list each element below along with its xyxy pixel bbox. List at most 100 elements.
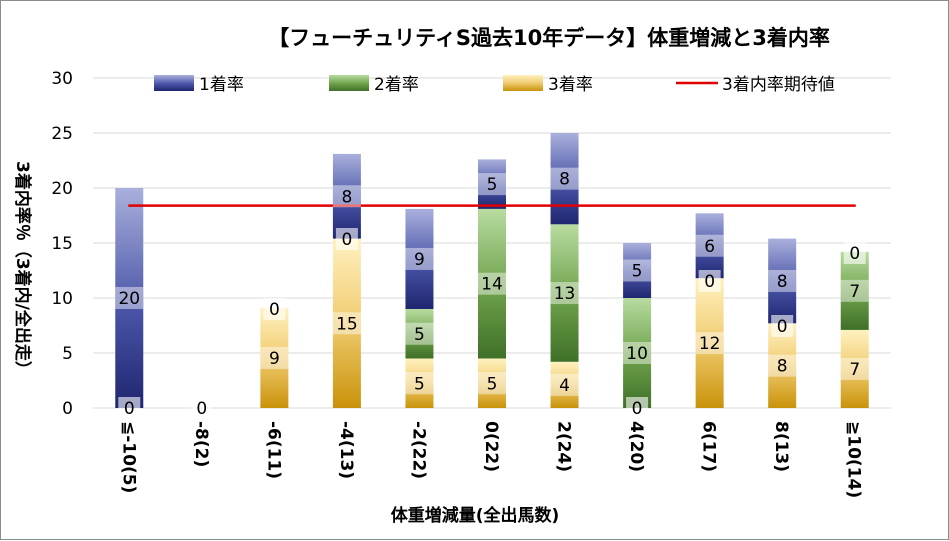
zero-label-bg-2 xyxy=(263,298,286,320)
legend-swatch-3rd xyxy=(503,75,543,91)
x-category-label-5: 0(22) xyxy=(481,421,501,472)
data-label-2-7: 5 xyxy=(632,262,643,282)
bar-2-7 xyxy=(623,243,652,298)
data-label-bg-2-9 xyxy=(768,269,797,292)
x-axis-categories: ≦-10(5) -8(2) -6(11) -4(13) -2(22) 0(22) 2(24)… xyxy=(118,421,863,498)
zero-label-6: 0 xyxy=(777,317,788,337)
data-label-bg-0-5 xyxy=(478,372,506,395)
y-axis-title: 3着内率％（3着内/全出走） xyxy=(12,161,33,378)
bar-0-2 xyxy=(260,307,289,408)
data-label-bg-0-4 xyxy=(405,372,434,395)
data-label-bg-2-7 xyxy=(623,259,652,282)
bar-2-9 xyxy=(768,238,797,324)
bar-1-10 xyxy=(840,251,869,330)
legend-label-2nd: 2着率 xyxy=(374,75,419,95)
zero-label-bg-3 xyxy=(335,228,358,250)
x-category-label-9: 8(13) xyxy=(771,421,791,472)
zero-label-4: 0 xyxy=(632,399,643,419)
data-label-1-7: 10 xyxy=(626,344,648,364)
y-tick-label-10: 10 xyxy=(51,289,73,309)
x-category-label-1: -8(2) xyxy=(191,421,211,467)
y-tick-label-0: 0 xyxy=(62,399,73,419)
data-label-0-6: 4 xyxy=(559,376,570,396)
bar-2-5 xyxy=(478,159,506,209)
data-label-0-8: 12 xyxy=(699,334,721,354)
legend-label-1st: 1着率 xyxy=(199,75,244,95)
data-label-bg-0-3 xyxy=(332,312,361,335)
bar-0-10 xyxy=(840,329,869,408)
data-label-1-5: 14 xyxy=(481,275,503,295)
x-category-label-8: 6(17) xyxy=(699,421,719,472)
data-label-2-5: 5 xyxy=(487,175,498,195)
bar-2-3 xyxy=(332,153,361,239)
bar-2-0 xyxy=(115,188,144,408)
data-label-2-0: 20 xyxy=(118,289,140,309)
data-label-bg-1-5 xyxy=(478,272,506,295)
data-label-bg-2-8 xyxy=(695,234,724,257)
data-label-bg-1-4 xyxy=(405,322,434,345)
legend-swatch-1st xyxy=(154,75,194,91)
zero-label-1: 0 xyxy=(196,399,207,419)
zero-label-3: 0 xyxy=(341,230,352,250)
data-label-bg-2-0 xyxy=(115,287,144,309)
chart-title: 【フューチュリティS過去10年データ】体重増減と3着内率 xyxy=(268,26,830,50)
bar-0-5 xyxy=(478,358,506,408)
bar-1-4 xyxy=(405,309,434,359)
zero-label-bg-6 xyxy=(771,315,794,337)
data-label-bg-0-8 xyxy=(695,332,724,355)
zero-label-bg-4 xyxy=(626,397,649,419)
bars xyxy=(115,133,869,408)
data-label-0-5: 5 xyxy=(487,374,498,394)
data-label-0-4: 5 xyxy=(414,374,425,394)
data-label-bg-0-6 xyxy=(550,373,579,396)
x-category-label-0: ≦-10(5) xyxy=(118,421,138,493)
bar-1-6 xyxy=(550,224,579,362)
data-label-0-2: 9 xyxy=(269,349,280,369)
y-axis-ticks: 0 5 10 15 20 25 30 xyxy=(51,69,73,419)
x-axis-title: 体重増減量(全出馬数) xyxy=(391,505,560,526)
bar-0-9 xyxy=(768,323,797,408)
data-label-2-6: 8 xyxy=(559,170,570,190)
data-label-bg-2-5 xyxy=(478,173,506,196)
legend-label-3rd: 3着率 xyxy=(548,75,593,95)
x-category-label-6: 2(24) xyxy=(554,421,574,472)
data-label-bg-0-10 xyxy=(840,357,869,380)
data-label-bg-0-2 xyxy=(260,346,289,369)
legend-swatch-2nd xyxy=(329,75,369,91)
x-category-label-3: -4(13) xyxy=(336,421,356,479)
bar-0-4 xyxy=(405,358,434,408)
data-label-0-3: 15 xyxy=(336,314,358,334)
zero-label-bg-7 xyxy=(843,242,866,264)
bar-2-6 xyxy=(550,133,579,225)
bar-2-8 xyxy=(695,213,724,279)
bar-1-5 xyxy=(478,208,506,359)
data-label-2-9: 8 xyxy=(777,272,788,292)
data-label-bg-2-3 xyxy=(332,185,361,208)
bar-0-8 xyxy=(695,278,724,408)
y-tick-label-15: 15 xyxy=(51,234,73,254)
y-tick-label-30: 30 xyxy=(51,69,73,89)
data-label-bg-1-7 xyxy=(623,342,652,364)
y-tick-label-20: 20 xyxy=(51,179,73,199)
x-category-label-4: -2(22) xyxy=(408,421,428,479)
y-tick-label-5: 5 xyxy=(62,344,73,364)
data-label-1-10: 7 xyxy=(849,282,860,302)
zero-label-0: 0 xyxy=(124,399,135,419)
data-label-1-6: 13 xyxy=(554,284,576,304)
zero-label-5: 0 xyxy=(704,272,715,292)
data-label-0-9: 8 xyxy=(777,357,788,377)
bar-0-6 xyxy=(550,361,579,408)
data-label-0-10: 7 xyxy=(849,360,860,380)
data-label-bg-2-6 xyxy=(550,167,579,190)
y-tick-label-25: 25 xyxy=(51,124,73,144)
zero-label-2: 0 xyxy=(269,300,280,320)
data-label-2-3: 8 xyxy=(341,187,352,207)
x-category-label-10: ≧10(14) xyxy=(844,421,864,498)
zero-label-bg-0 xyxy=(118,397,141,419)
x-category-label-7: 4(20) xyxy=(626,421,646,472)
data-label-1-4: 5 xyxy=(414,325,425,345)
bar-0-3 xyxy=(332,238,361,408)
legend-label-expectation: 3着内率期待値 xyxy=(722,75,835,95)
